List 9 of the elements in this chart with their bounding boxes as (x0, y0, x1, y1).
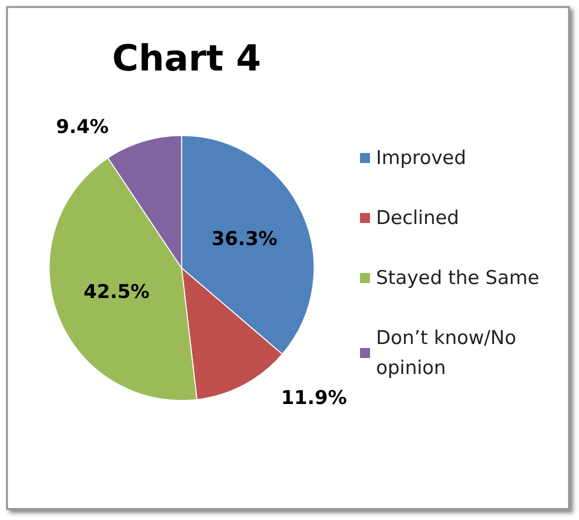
legend-label: Stayed the Same (376, 267, 540, 289)
data-label: 11.9% (280, 387, 347, 410)
data-label: 42.5% (84, 280, 150, 303)
chart-title: Chart 4 (112, 38, 262, 80)
legend-label: Improved (376, 147, 466, 169)
data-label: 9.4% (56, 116, 109, 138)
legend-label: Don’t know/No opinion (376, 327, 522, 379)
data-label: 36.3% (212, 228, 278, 250)
legend-label: Declined (376, 207, 460, 229)
